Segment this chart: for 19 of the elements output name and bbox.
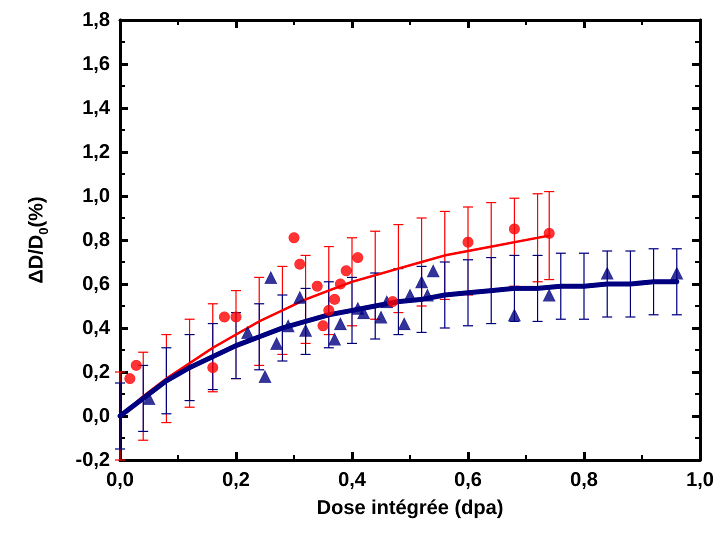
x-axis-title: Dose intégrée (dpa) bbox=[316, 497, 504, 519]
y-tick-label: 1,2 bbox=[82, 141, 110, 163]
x-tick-label: 0,0 bbox=[106, 469, 134, 491]
y-tick-label: 0,8 bbox=[82, 229, 110, 251]
y-tick-label: 0,2 bbox=[82, 361, 110, 383]
y-tick-label: 1,6 bbox=[82, 53, 110, 75]
y-tick-label: 1,8 bbox=[82, 9, 110, 31]
y-tick-label: 1,0 bbox=[82, 185, 110, 207]
y-tick-label: 0,6 bbox=[82, 273, 110, 295]
y-tick-label: 0,4 bbox=[82, 317, 111, 339]
x-tick-label: 0,6 bbox=[454, 469, 482, 491]
x-tick-label: 0,2 bbox=[222, 469, 250, 491]
x-tick-label: 1,0 bbox=[686, 469, 714, 491]
y-tick-label: 1,4 bbox=[82, 97, 111, 119]
y-axis-title: ΔD/D0(%) bbox=[26, 196, 51, 284]
x-tick-label: 0,4 bbox=[338, 469, 367, 491]
y-tick-label: 0,0 bbox=[82, 405, 110, 427]
x-tick-label: 0,8 bbox=[570, 469, 598, 491]
y-tick-label: -0,2 bbox=[76, 449, 110, 471]
